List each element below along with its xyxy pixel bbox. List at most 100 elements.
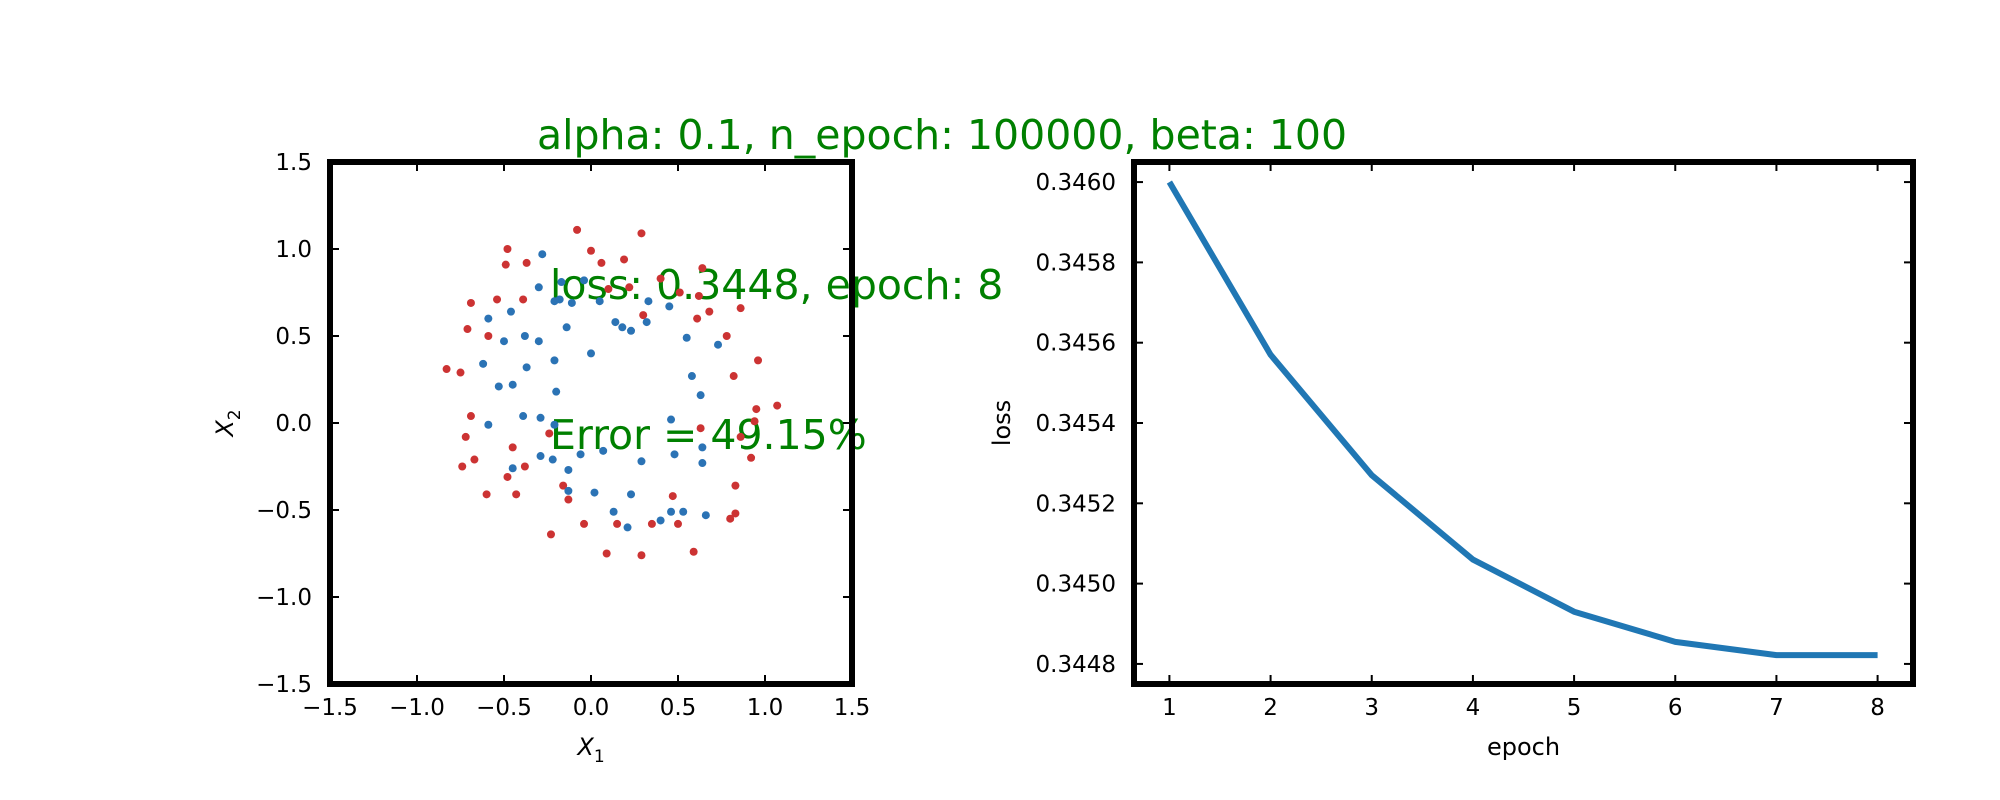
blue-point-21	[714, 340, 723, 349]
red-point-8	[698, 264, 707, 273]
red-point-7	[620, 255, 629, 264]
scatter-xtick-label: 1.5	[834, 695, 871, 721]
red-point-10	[466, 298, 475, 307]
blue-point-7	[595, 297, 604, 306]
blue-point-32	[536, 413, 545, 422]
red-point-48	[726, 514, 735, 523]
red-point-21	[484, 332, 493, 340]
red-point-47	[668, 492, 677, 501]
red-point-17	[736, 304, 745, 313]
blue-point-2	[557, 278, 566, 287]
blue-point-48	[627, 490, 636, 499]
blue-point-29	[552, 387, 561, 396]
red-point-54	[546, 530, 555, 539]
red-point-31	[750, 417, 759, 426]
red-point-35	[545, 429, 554, 438]
scatter-plot: −1.5−1.5 −1.0 −1.0 −0.5 −0.5 0.0 0.0 0.5 0.5 1.0 1…	[211, 150, 870, 767]
red-point-28	[773, 401, 782, 410]
red-point-29	[752, 405, 761, 414]
scatter-frame	[327, 159, 855, 687]
blue-point-40	[548, 455, 557, 464]
blue-point-0	[538, 250, 547, 259]
red-point-57	[689, 547, 698, 556]
loss-xlabel: epoch	[1487, 733, 1560, 761]
loss-line	[1166, 180, 1878, 659]
blue-point-42	[698, 459, 707, 468]
loss-xtick-label: 1	[1162, 695, 1177, 721]
blue-point-17	[520, 332, 529, 340]
red-point-40	[458, 462, 467, 471]
scatter-ytick-label: 1.0	[275, 237, 312, 263]
red-point-12	[519, 295, 528, 304]
blue-point-44	[508, 464, 517, 473]
red-point-44	[512, 490, 521, 499]
blue-point-46	[564, 486, 573, 495]
blue-point-26	[687, 372, 696, 381]
scatter-ytick-label: 0.0	[275, 411, 312, 437]
blue-point-28	[508, 380, 517, 389]
red-point-34	[736, 432, 745, 441]
red-point-52	[647, 519, 656, 528]
red-point-45	[559, 481, 568, 490]
red-point-20	[463, 325, 472, 334]
blue-point-3	[534, 283, 543, 292]
loss-xtick-label: 8	[1870, 695, 1885, 721]
red-point-56	[637, 551, 646, 560]
blue-point-51	[679, 507, 688, 516]
red-point-50	[580, 519, 589, 528]
blue-point-45	[564, 465, 573, 474]
loss-xtick-label: 5	[1567, 695, 1582, 721]
red-point-38	[747, 453, 756, 462]
red-point-41	[520, 462, 529, 471]
loss-xtick-label: 7	[1769, 695, 1784, 721]
blue-point-53	[623, 523, 632, 532]
red-point-2	[503, 245, 512, 253]
blue-point-5	[550, 297, 559, 306]
scatter-xlabel: X1	[575, 733, 604, 767]
red-point-49	[731, 509, 740, 518]
red-point-30	[466, 412, 475, 421]
figure-title: alpha: 0.1, n_epoch: 100000, beta: 100 l…	[537, 10, 1347, 510]
loss-ytick-label: 0.3452	[1036, 491, 1116, 517]
loss-ytick-label: 0.3458	[1036, 250, 1116, 276]
red-point-23	[639, 311, 648, 320]
red-point-5	[522, 258, 531, 267]
red-point-33	[461, 432, 470, 441]
scatter-xtick-label: −0.5	[476, 695, 532, 721]
scatter-ytick-label: −0.5	[256, 498, 312, 524]
red-point-18	[705, 307, 714, 316]
blue-point-39	[536, 452, 545, 461]
loss-ytick-label: 0.3448	[1036, 652, 1116, 678]
blue-point-27	[494, 382, 503, 391]
blue-point-8	[644, 297, 653, 306]
red-point-43	[482, 490, 491, 499]
blue-point-11	[484, 314, 493, 323]
blue-point-20	[682, 333, 691, 342]
blue-point-24	[479, 359, 488, 368]
loss-xtick-label: 3	[1364, 695, 1379, 721]
red-point-22	[722, 332, 731, 340]
red-point-39	[731, 481, 740, 490]
blue-point-13	[618, 323, 627, 332]
blue-point-54	[656, 516, 665, 525]
blue-point-47	[590, 488, 599, 497]
loss-ylabel: loss	[988, 400, 1016, 446]
blue-point-9	[665, 302, 674, 311]
red-point-11	[493, 295, 502, 304]
blue-point-49	[609, 507, 618, 516]
red-point-0	[573, 225, 582, 234]
red-point-9	[656, 274, 665, 283]
red-point-36	[470, 455, 479, 464]
blue-point-33	[667, 415, 676, 424]
blue-point-52	[701, 511, 710, 520]
red-point-46	[564, 495, 573, 504]
red-point-24	[754, 356, 763, 365]
red-point-55	[602, 549, 611, 558]
loss-plot: 1 2 3 4 5 6 7 8 0.3448 0.3450 0.3452 0.3454 0.3456 0.…	[988, 159, 1916, 761]
blue-point-6	[567, 298, 576, 307]
red-point-16	[694, 291, 703, 300]
red-point-6	[597, 258, 606, 267]
red-point-1	[637, 229, 646, 238]
red-point-37	[508, 443, 517, 452]
